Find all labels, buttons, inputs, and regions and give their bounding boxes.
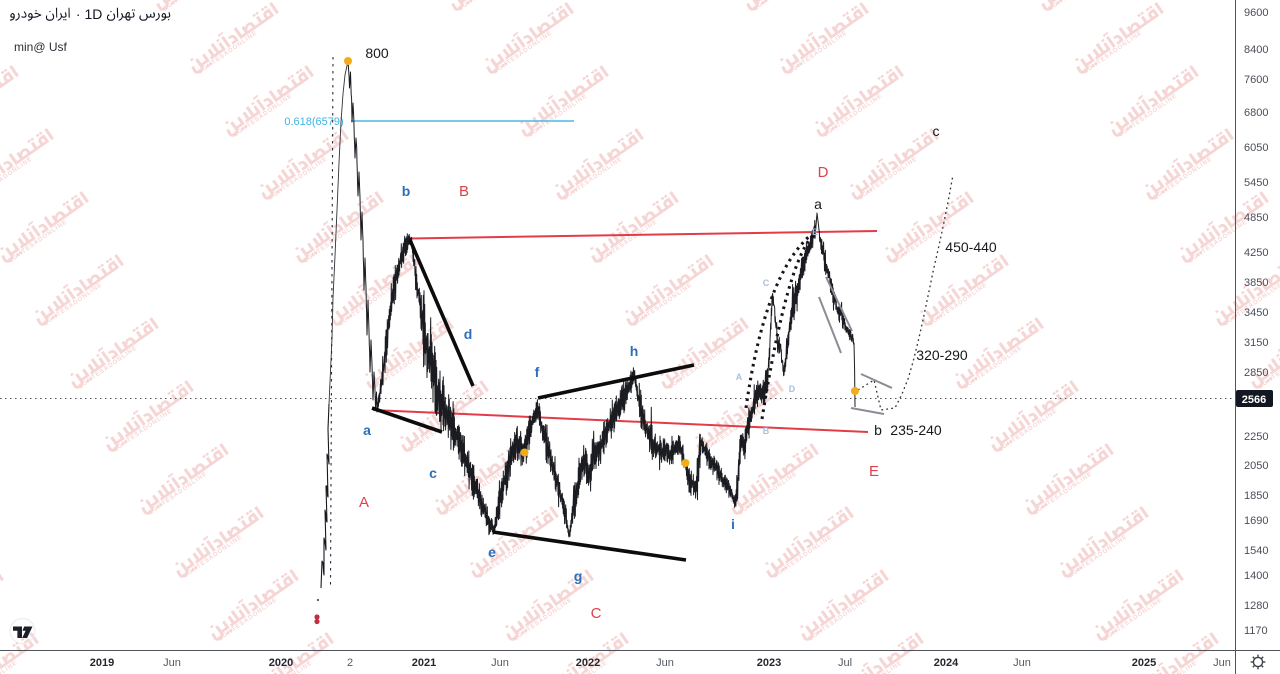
svg-text:A: A [359,494,369,511]
svg-text:D: D [789,384,796,394]
svg-text:2024: 2024 [934,657,959,669]
svg-text:B: B [763,426,770,436]
svg-text:Jun: Jun [163,657,181,669]
svg-text:a: a [363,422,371,438]
svg-text:800: 800 [365,45,389,61]
svg-text:6800: 6800 [1244,107,1268,119]
svg-text:8400: 8400 [1244,44,1268,56]
svg-text:3850: 3850 [1244,277,1268,289]
svg-text:min@ Usf: min@ Usf [14,40,68,54]
svg-text:e: e [488,544,496,560]
svg-text:D: D [818,164,829,181]
svg-text:1850: 1850 [1244,490,1268,502]
svg-text:h: h [630,343,639,359]
svg-text:i: i [731,516,735,532]
svg-text:2566: 2566 [1242,394,1266,406]
svg-text:2250: 2250 [1244,431,1268,443]
svg-text:7600: 7600 [1244,74,1268,86]
svg-text:C: C [763,278,770,288]
svg-text:b: b [874,422,882,438]
svg-text:2850: 2850 [1244,367,1268,379]
svg-text:235-240: 235-240 [890,422,942,438]
svg-text:2025: 2025 [1132,657,1156,669]
svg-text:f: f [535,364,540,380]
svg-text:4250: 4250 [1244,247,1268,259]
svg-text:0.618(6579): 0.618(6579) [284,116,343,128]
svg-text:d: d [464,326,473,342]
svg-text:A: A [736,372,743,382]
svg-text:c: c [933,123,940,139]
svg-text:4850: 4850 [1244,212,1268,224]
svg-text:2022: 2022 [576,657,600,669]
svg-text:1540: 1540 [1244,545,1268,557]
svg-text:Jul: Jul [838,657,852,669]
svg-text:1280: 1280 [1244,600,1268,612]
svg-text:C: C [591,605,602,622]
svg-text:B: B [459,183,469,200]
svg-text:3150: 3150 [1244,337,1268,349]
svg-text:3450: 3450 [1244,307,1268,319]
svg-text:6050: 6050 [1244,142,1268,154]
svg-text:Jun: Jun [656,657,674,669]
svg-text:2020: 2020 [269,657,293,669]
svg-text:a: a [814,196,822,212]
svg-text:9600: 9600 [1244,7,1268,19]
svg-text:E: E [812,227,818,237]
svg-text:2021: 2021 [412,657,436,669]
svg-text:1170: 1170 [1244,625,1268,637]
svg-text:1690: 1690 [1244,515,1268,527]
svg-text:1400: 1400 [1244,570,1268,582]
svg-text:450-440: 450-440 [945,239,997,255]
svg-text:2050: 2050 [1244,460,1268,472]
svg-text:2023: 2023 [757,657,781,669]
svg-text:Jun: Jun [1013,657,1031,669]
svg-text:320-290: 320-290 [916,347,968,363]
svg-text:c: c [429,465,437,481]
svg-text:Jun: Jun [1213,657,1231,669]
svg-text:2: 2 [347,657,353,669]
svg-text:Jun: Jun [491,657,509,669]
svg-text:g: g [574,568,583,584]
svg-text:b: b [402,183,411,199]
svg-text:· 1D ·: · 1D · [76,6,111,22]
svg-text:5450: 5450 [1244,177,1268,189]
svg-text:2019: 2019 [90,657,114,669]
svg-text:E: E [869,463,879,480]
